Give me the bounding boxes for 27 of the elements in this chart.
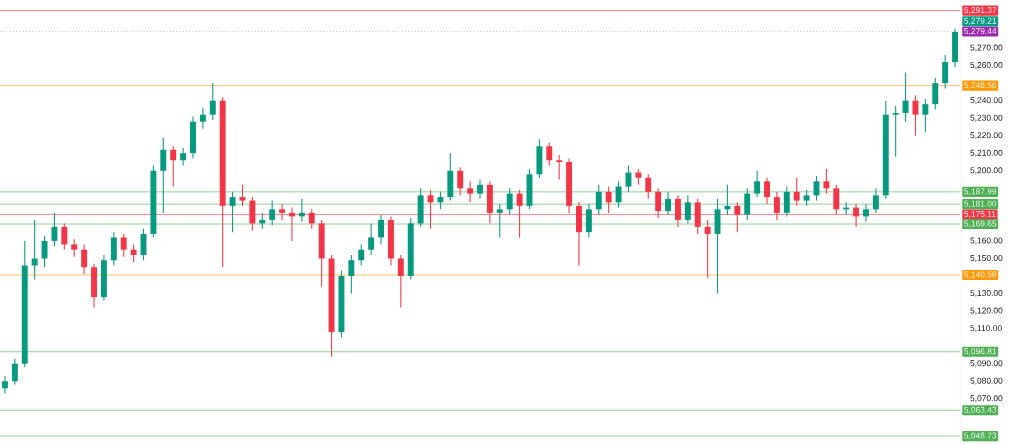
y-tick-label: 5,160.00 [970,237,1003,245]
ref-line-label: 5,279.44 [964,28,997,35]
ref-line-label: 5,063.43 [964,406,997,414]
ref-line-label: 5,181.00 [964,200,997,208]
y-tick-label: 5,120.00 [970,307,1003,315]
y-tick-label: 5,220.00 [970,132,1003,140]
y-tick-label: 5,070.00 [970,395,1003,403]
y-tick-label: 5,240.00 [970,97,1003,105]
ref-line-label: 5,169.65 [964,220,997,228]
y-tick-label: 5,130.00 [970,290,1003,298]
ref-line-label: 5,248.56 [964,82,997,90]
text: 5,279.21 [964,17,997,25]
y-tick-label: 5,260.00 [970,62,1003,70]
y-tick-label: 5,200.00 [970,167,1003,175]
ref-line-label: 5,187.99 [964,188,997,196]
y-tick-label: 5,150.00 [970,254,1003,262]
ref-line-label: 5,140.58 [964,271,997,279]
y-tick-label: 5,210.00 [970,149,1003,157]
ref-line-label: 5,048.73 [964,432,997,440]
ref-line-label: 5,096.81 [964,348,997,356]
ref-line-label: 5,291.37 [964,7,997,15]
y-tick-label: 5,110.00 [970,325,1002,333]
ref-line-label: 5,175.11 [964,211,996,218]
y-tick-label: 5,080.00 [970,377,1003,385]
y-tick-label: 5,270.00 [970,44,1003,52]
y-tick-label: 5,090.00 [970,360,1003,368]
y-tick-label: 5,230.00 [970,114,1003,122]
